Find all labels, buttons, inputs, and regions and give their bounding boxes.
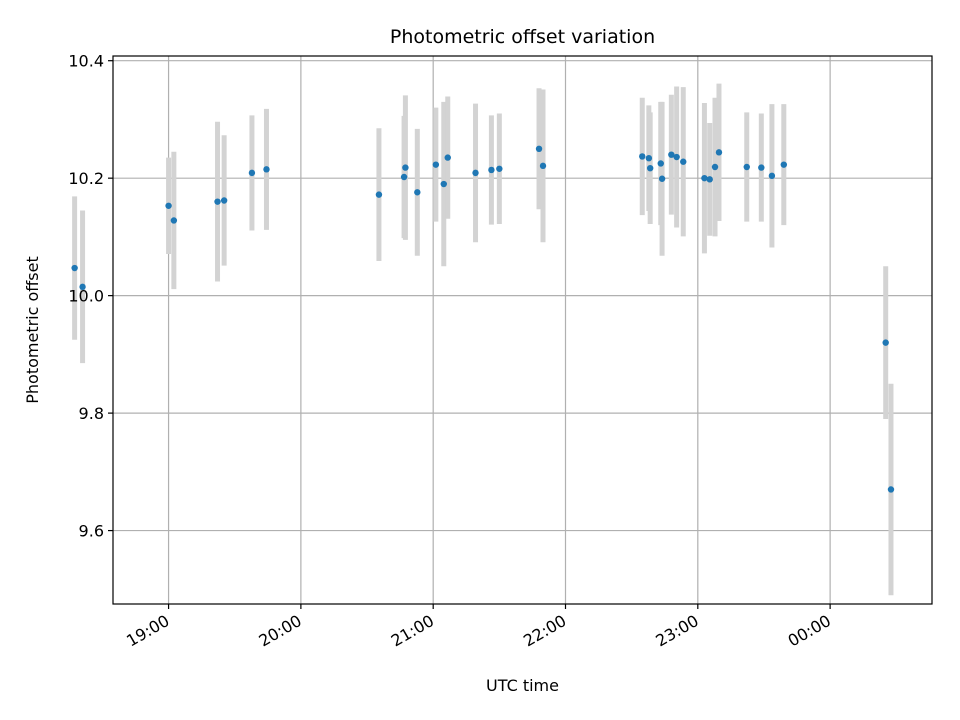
y-tick-label: 10.2	[68, 169, 104, 188]
data-point	[214, 198, 221, 205]
plot-frame	[112, 55, 933, 605]
data-point	[402, 164, 409, 171]
y-tick-label: 10.0	[68, 287, 104, 306]
data-point	[768, 172, 776, 180]
data-point	[432, 161, 440, 168]
data-point	[780, 161, 788, 168]
data-point	[882, 339, 889, 346]
data-point	[887, 486, 895, 493]
data-point	[472, 169, 479, 177]
data-point	[668, 151, 675, 158]
data-point	[375, 191, 383, 198]
data-point	[758, 164, 765, 171]
data-point	[706, 176, 713, 183]
chart-title: Photometric offset variation	[390, 26, 655, 48]
data-point	[539, 162, 547, 170]
data-point	[535, 145, 543, 153]
data-point	[220, 197, 228, 204]
data-point	[639, 153, 646, 160]
data-point	[646, 164, 654, 172]
y-tick-label: 10.4	[68, 52, 104, 71]
data-points	[71, 145, 895, 493]
data-point	[263, 166, 270, 173]
data-point	[444, 154, 451, 161]
data-point	[658, 175, 666, 182]
data-point	[645, 154, 653, 162]
data-point	[711, 163, 719, 171]
y-tick-label: 9.8	[79, 404, 104, 423]
data-point	[71, 264, 78, 272]
data-point	[414, 189, 421, 196]
data-point	[440, 180, 447, 188]
data-point	[673, 153, 680, 161]
y-axis-label: Photometric offset	[23, 256, 42, 404]
data-point	[680, 158, 687, 165]
data-point	[743, 163, 750, 171]
data-point	[657, 160, 664, 167]
x-axis-label: UTC time	[486, 676, 559, 695]
data-point	[400, 173, 408, 181]
data-point	[248, 169, 256, 177]
data-point	[79, 283, 86, 291]
data-point	[715, 149, 723, 156]
data-point	[170, 217, 178, 224]
data-point	[701, 174, 708, 182]
grid-lines	[113, 56, 932, 604]
data-point	[488, 166, 495, 174]
y-tick-label: 9.6	[79, 522, 104, 541]
data-point	[165, 202, 172, 209]
data-point	[496, 165, 503, 172]
